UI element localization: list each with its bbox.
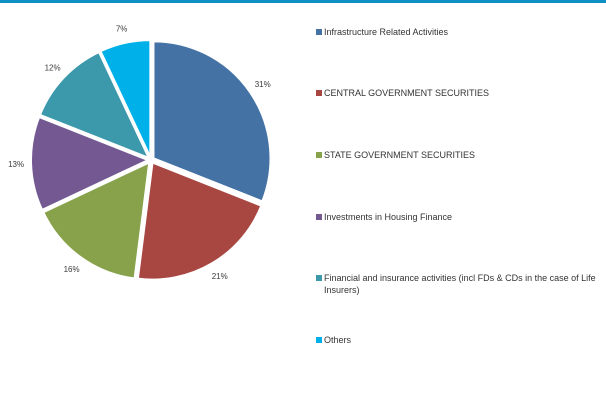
slice-label-4: 12% — [45, 64, 61, 73]
legend-item-state-government: STATE GOVERNMENT SECURITIES — [313, 149, 603, 161]
slice-label-0: 31% — [255, 80, 271, 89]
legend-swatch-icon — [316, 214, 322, 220]
top-accent-rule — [0, 0, 606, 3]
pie-slice-4 — [38, 50, 151, 160]
legend-label: Others — [324, 335, 352, 345]
legend-swatch-icon — [316, 29, 322, 35]
legend-swatch-icon — [316, 90, 322, 96]
legend-label: Investments in Housing Finance — [324, 212, 453, 222]
legend-swatch-icon — [316, 337, 322, 343]
legend-item-others: Others — [313, 334, 603, 346]
pie-slice-0 — [152, 40, 272, 203]
legend-label: CENTRAL GOVERNMENT SECURITIES — [324, 88, 490, 98]
legend-swatch-icon — [316, 152, 322, 158]
pie-slice-5 — [99, 39, 152, 158]
slice-label-1: 21% — [212, 272, 228, 281]
legend-label: Financial and insurance activities (incl… — [324, 273, 596, 295]
legend-item-central-government: CENTRAL GOVERNMENT SECURITIES — [313, 87, 603, 99]
pie-slice-2 — [42, 160, 151, 280]
slice-label-3: 13% — [8, 160, 24, 169]
pie-slice-1 — [136, 161, 263, 281]
pie-slice-3 — [30, 115, 151, 212]
legend-item-financial-insurance: Financial and insurance activities (incl… — [313, 272, 603, 296]
legend-item-infrastructure: Infrastructure Related Activities — [313, 26, 603, 38]
legend-label: Infrastructure Related Activities — [324, 27, 449, 37]
legend-swatch-icon — [316, 275, 322, 281]
legend-label: STATE GOVERNMENT SECURITIES — [324, 150, 476, 160]
slice-label-2: 16% — [64, 265, 80, 274]
slice-label-5: 7% — [116, 24, 128, 33]
legend-item-housing-finance: Investments in Housing Finance — [313, 211, 603, 223]
